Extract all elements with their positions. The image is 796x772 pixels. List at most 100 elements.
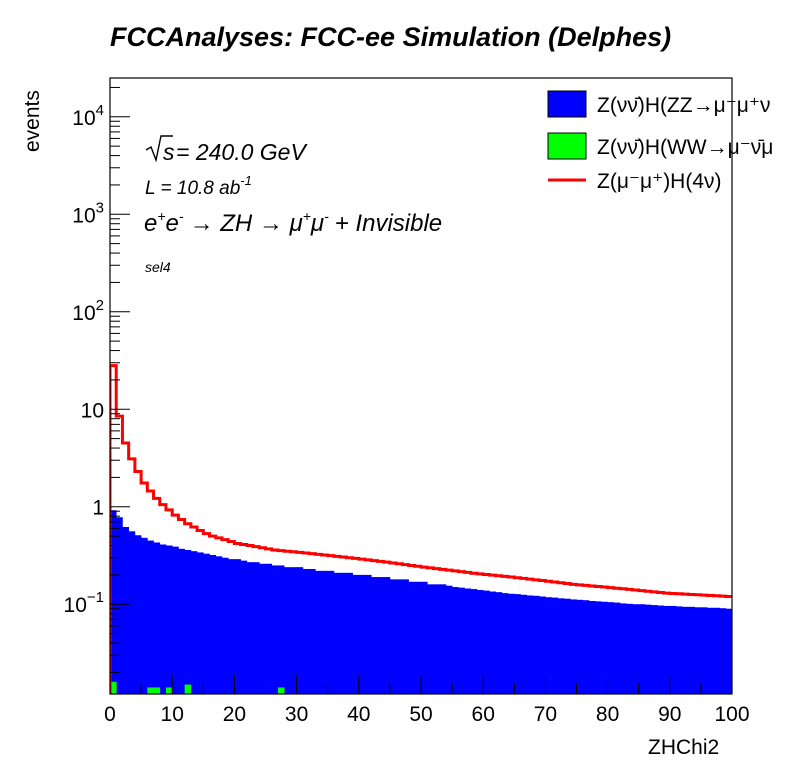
bar-series-0-bin-77 bbox=[588, 600, 596, 694]
bar-series-0-bin-82 bbox=[620, 603, 627, 694]
x-tick-label: 40 bbox=[347, 703, 370, 726]
y-axis-title: events bbox=[21, 90, 44, 152]
bar-series-0-bin-5 bbox=[141, 537, 148, 694]
bar-series-0-bin-71 bbox=[551, 597, 559, 694]
bar-series-0-bin-33 bbox=[315, 570, 322, 694]
bar-series-0-bin-37 bbox=[340, 572, 347, 694]
sqrt-symbol-icon bbox=[145, 135, 173, 163]
bar-series-0-bin-14 bbox=[197, 552, 204, 694]
bar-series-0-bin-52 bbox=[433, 584, 441, 694]
bar-series-0-bin-79 bbox=[601, 601, 608, 694]
bar-series-0-bin-47 bbox=[402, 579, 409, 694]
legend: Z(νν̄)H(ZZ→μ⁻μ⁺ν Z(νν̄)H(WW→μ⁻ν̄μ Z(μ⁻μ⁺)H… bbox=[547, 90, 773, 193]
bar-series-0-bin-1 bbox=[116, 517, 123, 694]
bar-series-0-bin-54 bbox=[445, 585, 453, 694]
y-tick-label: 1 bbox=[92, 497, 104, 520]
bar-series-0-bin-12 bbox=[184, 550, 192, 694]
process-mu2-charge: - bbox=[324, 208, 329, 224]
y-tick-label: 10 bbox=[81, 399, 104, 422]
bar-series-0-bin-84 bbox=[632, 604, 640, 694]
bar-series-0-bin-9 bbox=[165, 545, 173, 694]
bar-series-0-bin-62 bbox=[495, 592, 503, 694]
bar-series-1-bin-12 bbox=[184, 684, 192, 694]
bar-series-0-bin-50 bbox=[421, 581, 428, 694]
process-e2: e bbox=[166, 210, 179, 237]
annotations: s = 240.0 GeV L = 10.8 ab-1 e+e- → ZH → μ… bbox=[144, 135, 442, 275]
x-axis: 0 10 20 30 40 50 60 70 80 90 100 bbox=[104, 676, 750, 726]
bar-series-0-bin-26 bbox=[271, 565, 279, 694]
selection-label: sel4 bbox=[145, 259, 171, 275]
bar-series-0-bin-32 bbox=[309, 568, 316, 694]
bar-series-0-bin-76 bbox=[582, 600, 590, 694]
bar-series-0-bin-31 bbox=[302, 568, 310, 694]
legend-label-1: Z(νν̄)H(WW→μ⁻ν̄μ bbox=[597, 136, 773, 159]
x-tick-label: 70 bbox=[534, 703, 557, 726]
bar-series-0-bin-64 bbox=[508, 593, 515, 694]
bar-series-0-bin-17 bbox=[215, 556, 223, 694]
bar-series-0-bin-41 bbox=[365, 574, 372, 694]
bar-series-1-bin-0 bbox=[110, 681, 117, 694]
bar-series-1-bin-7 bbox=[153, 687, 161, 694]
bar-series-0-bin-46 bbox=[396, 579, 403, 694]
x-tick-label: 80 bbox=[596, 703, 619, 726]
process-annotation: e+e- → ZH → μ+μ- + Invisible bbox=[144, 208, 442, 237]
bar-series-0-bin-66 bbox=[520, 594, 528, 694]
bar-series-0-bin-38 bbox=[346, 572, 353, 694]
process-end: + Invisible bbox=[335, 210, 442, 237]
bar-series-0-bin-58 bbox=[470, 589, 478, 694]
y-tick-label: 10−1 bbox=[64, 589, 104, 617]
bar-series-0-bin-21 bbox=[240, 560, 248, 694]
bar-series-0-bin-72 bbox=[557, 598, 565, 694]
bar-series-0-bin-90 bbox=[669, 605, 677, 694]
bar-series-0-bin-89 bbox=[663, 605, 671, 694]
bar-series-0-bin-63 bbox=[501, 593, 509, 694]
bar-series-0-bin-34 bbox=[321, 570, 329, 694]
bar-series-0-bin-6 bbox=[147, 540, 154, 694]
bar-series-0-bin-56 bbox=[458, 587, 465, 694]
bar-series-0-bin-73 bbox=[564, 598, 571, 694]
bar-series-0-bin-69 bbox=[539, 596, 546, 694]
bar-series-0-bin-65 bbox=[514, 594, 521, 694]
bar-series-0-bin-83 bbox=[626, 603, 633, 694]
bar-series-0-bin-98 bbox=[719, 608, 727, 694]
bar-series-0-bin-40 bbox=[358, 574, 366, 694]
bar-series-0-bin-4 bbox=[134, 535, 142, 694]
bar-series-0-bin-49 bbox=[414, 581, 422, 694]
bar-series-0-bin-2 bbox=[122, 526, 130, 694]
bar-series-0-bin-99 bbox=[725, 608, 732, 694]
bar-series-0-bin-93 bbox=[688, 606, 696, 694]
legend-swatch-0 bbox=[547, 90, 587, 118]
bar-series-0-bin-27 bbox=[277, 565, 285, 694]
legend-label-2: Z(μ⁻μ⁺)H(4ν) bbox=[597, 170, 722, 193]
legend-swatch-1 bbox=[547, 132, 587, 160]
sqrt-s-annotation: s = 240.0 GeV bbox=[145, 135, 308, 165]
bar-series-0-bin-15 bbox=[203, 553, 210, 694]
y-axis: 10−1 1 10 102 103 104 bbox=[64, 86, 130, 673]
bar-series-0-bin-42 bbox=[371, 577, 378, 694]
luminosity-text: L = 10.8 ab bbox=[145, 178, 240, 199]
bar-series-0-bin-92 bbox=[682, 606, 689, 694]
bar-series-0-bin-7 bbox=[153, 542, 161, 694]
bar-series-0-bin-74 bbox=[570, 599, 577, 694]
bar-series-0-bin-44 bbox=[383, 577, 391, 694]
bar-series-1-bin-6 bbox=[147, 687, 154, 694]
histogram-fills bbox=[110, 510, 732, 694]
bar-series-0-bin-23 bbox=[253, 562, 260, 694]
x-tick-label: 10 bbox=[161, 703, 184, 726]
bar-series-0-bin-94 bbox=[694, 607, 702, 694]
bar-series-0-bin-53 bbox=[439, 584, 447, 694]
bar-series-0-bin-78 bbox=[595, 601, 602, 694]
x-axis-title: ZHChi2 bbox=[648, 736, 719, 759]
process-e2-charge: - bbox=[179, 208, 184, 224]
bar-series-0-bin-45 bbox=[389, 579, 397, 694]
bar-series-0-bin-11 bbox=[178, 548, 185, 694]
x-tick-label: 100 bbox=[714, 703, 749, 726]
bar-series-0-bin-91 bbox=[676, 606, 683, 694]
bar-series-0-bin-61 bbox=[489, 591, 496, 694]
x-tick-label: 20 bbox=[223, 703, 246, 726]
bar-series-0-bin-16 bbox=[209, 554, 217, 694]
bar-series-0-bin-68 bbox=[532, 595, 540, 694]
x-tick-label: 50 bbox=[409, 703, 432, 726]
bar-series-0-bin-81 bbox=[613, 602, 621, 694]
